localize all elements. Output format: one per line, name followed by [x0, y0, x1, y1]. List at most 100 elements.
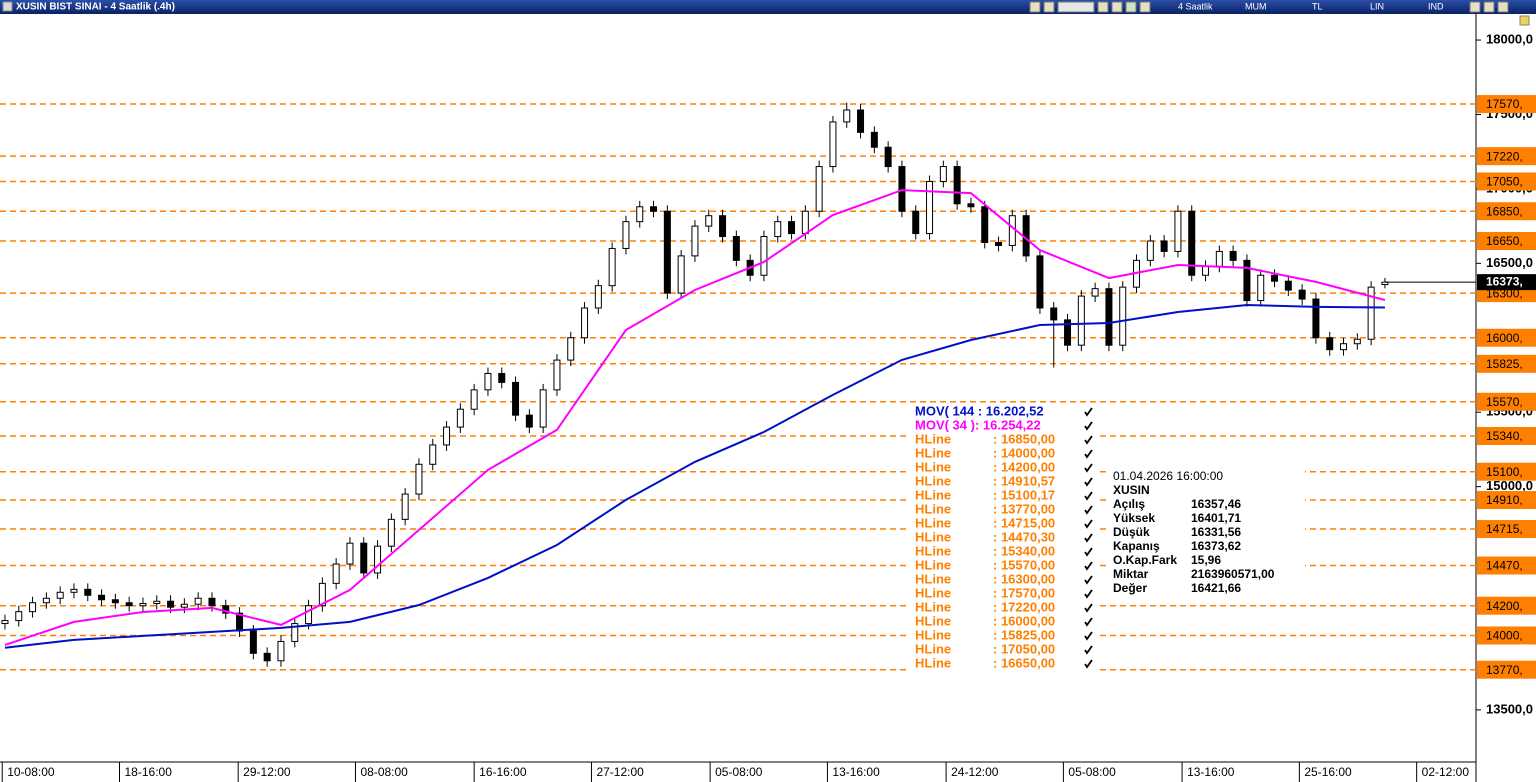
legend-label: HLine [915, 613, 951, 628]
candle-body [1353, 338, 1361, 345]
legend-label: HLine [915, 459, 951, 474]
legend-value: : 14200,00 [993, 459, 1055, 474]
h-line-label: 14910, [1486, 493, 1523, 507]
candle-body [153, 600, 161, 604]
legend-label: HLine [915, 585, 951, 600]
legend-value: : 16650,00 [993, 655, 1055, 670]
candle-body [180, 603, 188, 608]
candle-body [1, 620, 9, 625]
legend-value: : 17220,00 [993, 599, 1055, 614]
candle-body [167, 600, 175, 608]
h-line-tag [1477, 354, 1536, 373]
tool-icon[interactable] [1111, 1, 1123, 13]
candle-body [1105, 288, 1113, 346]
info-value: 16421,66 [1191, 581, 1241, 595]
tool-icon[interactable] [1097, 1, 1109, 13]
candle-body [429, 444, 437, 465]
h-line-tag [1477, 202, 1536, 221]
info-value: 16357,46 [1191, 497, 1241, 511]
candle-body [719, 215, 727, 238]
h-line-label: 14715, [1486, 522, 1523, 536]
legend-value: : 13770,00 [993, 501, 1055, 516]
h-line-tag [1477, 520, 1536, 539]
h-line-label: 16000, [1486, 331, 1523, 345]
x-tick-label: 02-12:00 [1422, 765, 1470, 779]
candle-body [1340, 343, 1348, 351]
legend-value: : 16000,00 [993, 613, 1055, 628]
candle-body [1243, 259, 1251, 302]
window-button[interactable] [1469, 1, 1481, 13]
candle-body [884, 146, 892, 168]
check-icon [1084, 519, 1093, 529]
candle-body [608, 247, 616, 287]
candle-body [981, 206, 989, 243]
tool-icon[interactable] [1139, 1, 1151, 13]
legend-label: HLine [915, 501, 951, 516]
tool-icon[interactable] [1125, 1, 1137, 13]
toolbar-icons[interactable] [1029, 1, 1530, 26]
candle-body [318, 582, 326, 607]
legend-label: HLine [915, 599, 951, 614]
candle-body [1036, 255, 1044, 309]
candle-body [967, 203, 975, 208]
check-icon [1084, 463, 1093, 473]
x-tick-label: 05-08:00 [715, 765, 763, 779]
check-icon [1084, 561, 1093, 571]
tool-icon[interactable] [1043, 1, 1055, 13]
toolbar-label: TL [1312, 1, 1323, 11]
h-line-tag [1477, 556, 1536, 575]
y-tick-label: 18000,0 [1486, 31, 1533, 46]
candle-body [1160, 240, 1168, 252]
h-line-label: 16650, [1486, 234, 1523, 248]
check-icon [1084, 631, 1093, 641]
legend-label: MOV( 34 ): 16.254,22 [915, 417, 1041, 432]
legend-label: HLine [915, 655, 951, 670]
candle-body [1367, 286, 1375, 340]
h-line-tag [1477, 626, 1536, 645]
candle-body [995, 241, 1003, 246]
info-date: 01.04.2026 16:00:00 [1113, 469, 1223, 483]
h-line-label: 13770, [1486, 663, 1523, 677]
candle-body [512, 381, 520, 416]
info-label: Düşük [1113, 525, 1150, 539]
candle-body [1271, 274, 1279, 282]
candle-body [705, 215, 713, 227]
x-tick-label: 29-12:00 [243, 765, 291, 779]
info-background [1108, 466, 1305, 600]
toolbar-label: LIN [1370, 1, 1384, 11]
candle-body [470, 389, 478, 410]
tool-icon[interactable] [1057, 1, 1095, 13]
candle-body [1008, 215, 1016, 246]
x-tick-label: 24-12:00 [951, 765, 999, 779]
tool-icon[interactable] [1029, 1, 1041, 13]
candle-body [788, 221, 796, 235]
h-line-label: 15100, [1486, 465, 1523, 479]
x-tick-label: 05-08:00 [1068, 765, 1116, 779]
window-button[interactable] [1483, 1, 1495, 13]
candle-body [498, 372, 506, 383]
toolbar-label: IND [1428, 1, 1444, 11]
candle-body [208, 597, 216, 607]
candle-body [926, 180, 934, 235]
x-tick-label: 13-16:00 [832, 765, 880, 779]
check-icon [1084, 477, 1093, 487]
legend-value: : 17050,00 [993, 641, 1055, 656]
window-button[interactable] [1497, 1, 1509, 13]
candle-body [1077, 295, 1085, 346]
candle-body [1050, 307, 1058, 321]
legend-value: : 17570,00 [993, 585, 1055, 600]
h-line-label: 14470, [1486, 559, 1523, 573]
legend-value: : 15825,00 [993, 627, 1055, 642]
check-icon [1084, 449, 1093, 459]
candle-body [249, 630, 257, 654]
info-value: 16401,71 [1191, 511, 1241, 525]
x-tick-label: 18-16:00 [125, 765, 173, 779]
h-line-label: 15340, [1486, 429, 1523, 443]
candle-body [1257, 274, 1265, 302]
candle-body [84, 588, 92, 596]
candle-body [415, 463, 423, 495]
candle-body [305, 605, 313, 625]
lock-icon[interactable] [1519, 15, 1530, 26]
